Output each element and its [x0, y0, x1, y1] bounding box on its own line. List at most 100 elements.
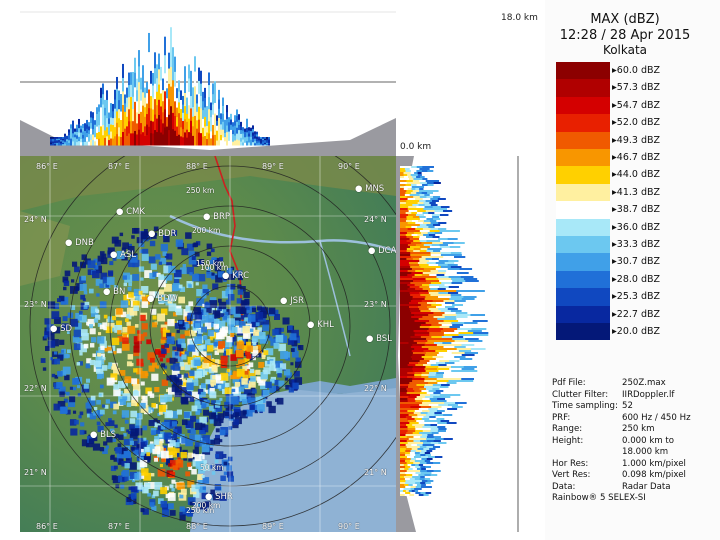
station-label: ● BRP [203, 212, 230, 222]
latitude-label: 22° N [364, 384, 387, 393]
range-ring-label: 250 km [186, 506, 215, 515]
legend-label: ▸54.7 dBZ [612, 99, 660, 111]
metadata-value: 18.000 km [622, 447, 669, 457]
metadata-value: 0.000 km to [622, 435, 675, 446]
station-label: ● BLS [90, 430, 117, 440]
legend-label: ▸22.7 dBZ [612, 308, 660, 320]
station-label: ● ASL [110, 250, 137, 260]
longitude-label: 90° E [338, 522, 360, 531]
latitude-label: 24° N [364, 215, 387, 224]
legend-label: ▸41.3 dBZ [612, 186, 660, 198]
metadata-key: Clutter Filter: [552, 389, 609, 400]
legend-swatch [556, 96, 610, 115]
legend-swatch [556, 62, 610, 80]
metadata-key: Rainbow® 5 SELEX-SI [552, 493, 646, 503]
legend-label: ▸44.0 dBZ [612, 169, 660, 181]
legend-label: ▸25.3 dBZ [612, 291, 660, 303]
metadata-value: IIRDoppler.lf [622, 389, 675, 400]
product-datetime: 12:28 / 28 Apr 2015 [559, 28, 691, 43]
metadata-key: Vert Res: [552, 470, 591, 480]
station-label: ● BDR [148, 229, 177, 239]
station-label: ● JSR [280, 296, 304, 306]
latitude-label: 24° N [24, 215, 47, 224]
legend-label: ▸52.0 dBZ [612, 117, 660, 129]
legend-label: ▸49.3 dBZ [612, 134, 660, 146]
profile-side-height-label: 0.0 km [400, 142, 432, 152]
metadata-value: 250 km [622, 424, 655, 434]
metadata-key: PRF: [552, 412, 571, 423]
metadata-value: 52 [622, 401, 633, 411]
side-vertical-profile [396, 156, 544, 532]
station-label: ● SHR [205, 492, 233, 502]
station-label: ● MNS [355, 184, 385, 194]
metadata-key: Hor Res: [552, 458, 589, 469]
station-label: ● DNB [65, 238, 94, 248]
legend-label: ▸36.0 dBZ [612, 221, 660, 233]
legend-swatch [556, 201, 610, 219]
latitude-label: 22° N [24, 384, 47, 393]
station-label: ● SD [50, 324, 73, 334]
metadata-value: 1.000 km/pixel [622, 458, 686, 469]
station-label: ● DCA [368, 246, 397, 256]
metadata-key: Pdf File: [552, 378, 586, 388]
legend-swatch [556, 114, 610, 132]
metadata-value: 0.098 km/pixel [622, 470, 686, 480]
legend-label: ▸20.0 dBZ [612, 326, 660, 337]
range-ring-label: 100 km [200, 263, 229, 272]
legend-swatch [556, 323, 610, 341]
legend-swatch [556, 218, 610, 236]
metadata-key: Data: [552, 481, 576, 492]
legend-swatch [556, 183, 610, 202]
legend-label: ▸33.3 dBZ [612, 239, 660, 250]
top-vertical-profile [20, 0, 396, 156]
range-ring-label: 150 km [196, 259, 225, 268]
legend-swatch [556, 270, 610, 289]
longitude-label: 89° E [262, 162, 284, 171]
legend-swatch [556, 166, 610, 184]
latitude-label: 23° N [24, 300, 47, 309]
legend-swatch [556, 149, 610, 167]
legend-label: ▸38.7 dBZ [612, 204, 660, 216]
longitude-label: 88° E [186, 522, 208, 531]
longitude-label: 88° E [186, 162, 208, 171]
station-label: ● KRC [222, 271, 250, 281]
longitude-label: 90° E [338, 162, 360, 171]
metadata-key: Height: [552, 435, 584, 446]
metadata-key: Range: [552, 424, 583, 434]
longitude-label: 86° E [36, 162, 58, 171]
range-ring-label: 50 km [200, 463, 224, 472]
legend-swatch [556, 236, 610, 254]
product-site: Kolkata [602, 43, 648, 57]
legend-swatch [556, 79, 610, 97]
legend-label: ▸57.3 dBZ [612, 82, 660, 94]
profile-top-height-label: 18.0 km [501, 13, 538, 23]
range-ring-label: 200 km [192, 501, 221, 510]
longitude-label: 89° E [262, 522, 284, 531]
metadata-key: Time sampling: [552, 401, 618, 411]
latitude-label: 23° N [364, 300, 387, 309]
legend-swatch [556, 288, 610, 306]
longitude-label: 86° E [36, 522, 58, 531]
radar-map [20, 156, 396, 532]
legend-label: ▸60.0 dBZ [612, 65, 660, 76]
station-label: ● KHL [307, 320, 334, 330]
latitude-label: 21° N [24, 468, 47, 477]
metadata-value: Radar Data [622, 481, 671, 492]
metadata-value: 600 Hz / 450 Hz [622, 412, 691, 423]
metadata-value: 250Z.max [622, 378, 666, 388]
legend-swatch [556, 253, 610, 271]
station-label: ● BSL [366, 334, 392, 344]
legend-label: ▸46.7 dBZ [612, 152, 660, 163]
latitude-label: 21° N [364, 468, 387, 477]
legend-swatch [556, 305, 610, 323]
range-ring-label: 250 km [186, 186, 215, 195]
station-label: ● CMK [116, 207, 145, 217]
longitude-label: 87° E [108, 162, 130, 171]
longitude-label: 87° E [108, 522, 130, 531]
legend-swatch [556, 131, 610, 149]
station-label: ● BN [103, 287, 126, 297]
product-title: MAX (dBZ) [590, 12, 660, 27]
range-ring-label: 200 km [192, 226, 221, 235]
legend-label: ▸30.7 dBZ [612, 256, 660, 268]
